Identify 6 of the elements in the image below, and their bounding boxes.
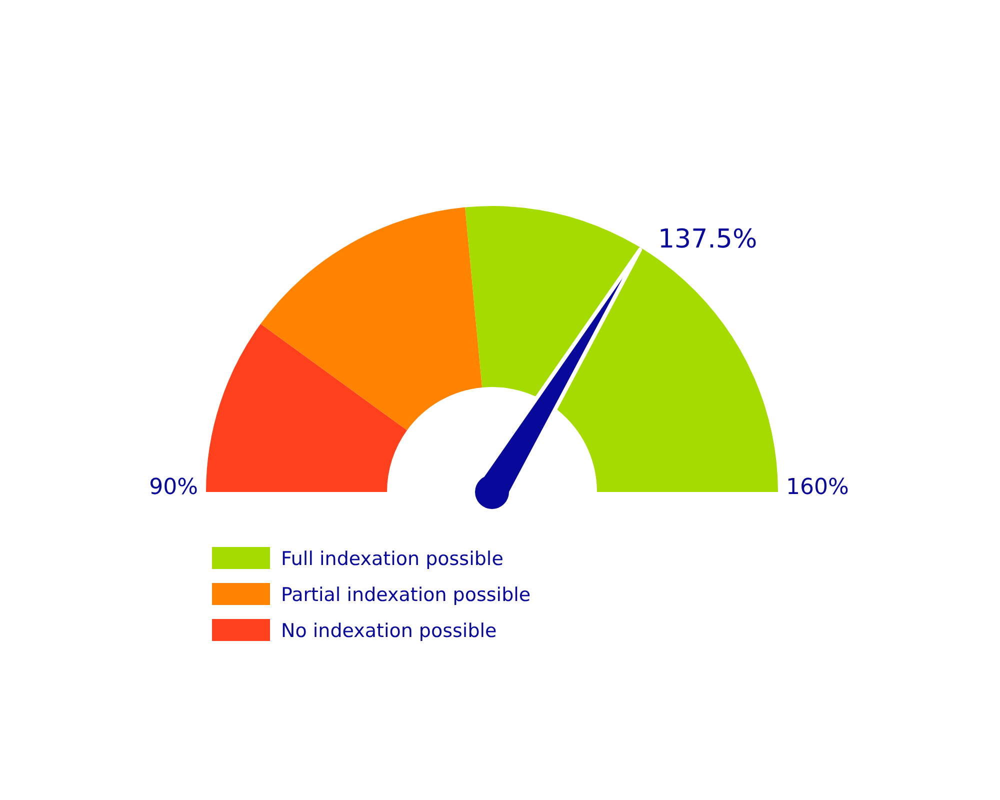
text: 90% xyxy=(149,475,198,500)
text: 160% xyxy=(786,475,849,500)
legend-label: Partial indexation possible xyxy=(281,584,531,606)
text: 137.5% xyxy=(658,224,758,255)
legend-label: Full indexation possible xyxy=(281,548,504,570)
legend-label: No indexation possible xyxy=(281,620,497,642)
